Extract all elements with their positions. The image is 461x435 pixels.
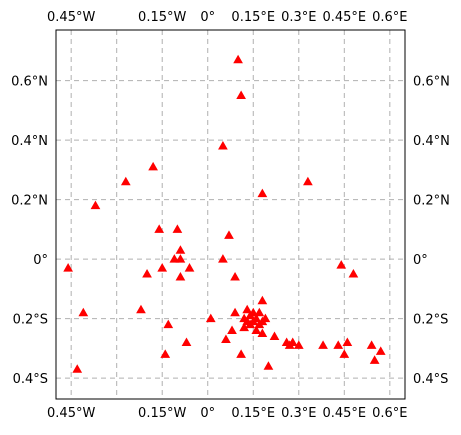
x-tick-label-top: 0.3°E	[281, 10, 316, 25]
x-tick-label-top: 0.45°E	[322, 10, 366, 25]
x-tick-label-bottom: 0.15°W	[138, 406, 186, 421]
y-tick-label-left: 0.2°N	[11, 194, 48, 209]
y-tick-label-right: 0.6°N	[413, 75, 450, 90]
y-tick-label-left: 0.2°S	[13, 313, 48, 328]
y-tick-label-left: 0.6°N	[11, 75, 48, 90]
y-tick-label-right: 0°	[413, 253, 428, 268]
y-tick-label-left: 0.4°S	[13, 372, 48, 387]
y-tick-label-right: 0.4°N	[413, 134, 450, 149]
x-tick-label-top: 0.6°E	[372, 10, 407, 25]
x-tick-label-bottom: 0°	[200, 406, 215, 421]
x-tick-label-top: 0°	[200, 10, 215, 25]
y-tick-label-right: 0.4°S	[413, 372, 448, 387]
x-tick-label-bottom: 0.15°E	[231, 406, 275, 421]
x-tick-label-top: 0.15°E	[231, 10, 275, 25]
x-tick-label-top: 0.15°W	[138, 10, 186, 25]
y-tick-label-right: 0.2°S	[413, 313, 448, 328]
y-tick-label-right: 0.2°N	[413, 194, 450, 209]
x-tick-label-bottom: 0.6°E	[372, 406, 407, 421]
y-tick-label-left: 0°	[33, 253, 48, 268]
x-tick-label-bottom: 0.45°W	[47, 406, 95, 421]
x-tick-label-bottom: 0.3°E	[281, 406, 316, 421]
y-tick-label-left: 0.4°N	[11, 134, 48, 149]
x-tick-label-bottom: 0.45°E	[322, 406, 366, 421]
x-tick-label-top: 0.45°W	[47, 10, 95, 25]
